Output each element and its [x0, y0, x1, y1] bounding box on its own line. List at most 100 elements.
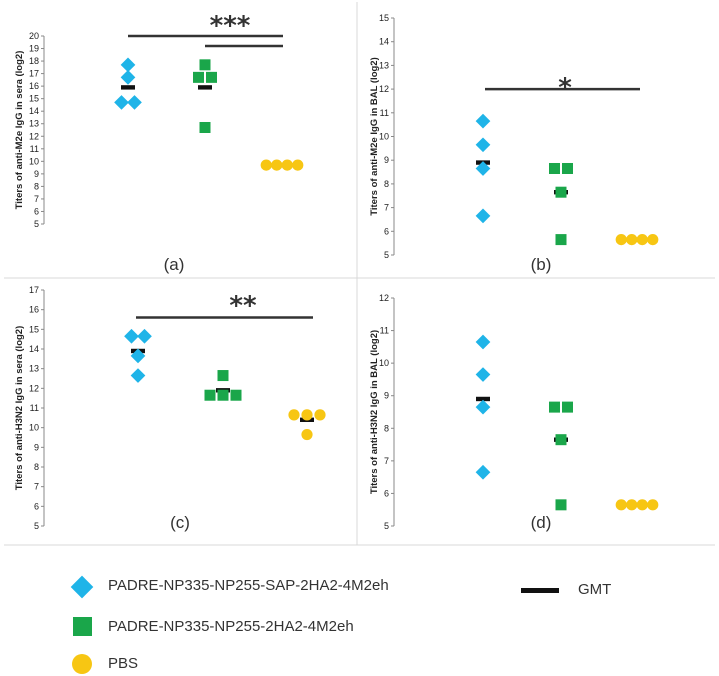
diamond-point [475, 367, 491, 382]
y-tick-label: 5 [384, 521, 389, 531]
y-tick-label: 13 [379, 60, 389, 70]
panel-label: (b) [531, 255, 552, 274]
y-tick-label: 9 [384, 155, 389, 165]
panel-b: 5 6 7 8 9 10 11 12 13 14 15 Titers of anti-M2e IgG … [369, 13, 659, 274]
y-tick-label: 6 [384, 488, 389, 498]
y-tick-label: 17 [29, 69, 39, 79]
legend-square-marker [73, 617, 92, 636]
circle-point [636, 233, 648, 246]
circle-point [288, 409, 300, 421]
y-tick-label: 10 [29, 156, 39, 166]
circle-point [626, 233, 638, 246]
panel-label: (a) [164, 255, 185, 274]
y-tick-label: 10 [379, 132, 389, 142]
y-tick-label: 9 [384, 391, 389, 401]
y-tick-label: 11 [30, 403, 39, 413]
square-point [555, 186, 567, 198]
diamond-point [114, 95, 129, 110]
legend-gmt-bar [521, 588, 559, 593]
square-point [217, 389, 229, 401]
diamond-point [475, 399, 491, 415]
square-point [199, 121, 211, 133]
panel-label: (c) [170, 513, 190, 532]
square-point [562, 162, 573, 174]
square-point [555, 234, 567, 246]
circle-point [647, 499, 659, 511]
circle-point [314, 409, 326, 421]
y-tick-label: 8 [34, 462, 39, 472]
circle-point [647, 233, 659, 246]
square-point [562, 401, 573, 413]
y-axis-title: Titers of anti-M2e IgG in BAL (log2) [369, 57, 380, 216]
square-point [199, 59, 211, 71]
y-tick-label: 14 [379, 37, 389, 47]
square-point [193, 71, 204, 83]
y-tick-label: 11 [30, 144, 39, 154]
y-tick-label: 17 [29, 285, 39, 295]
gmt-bar [121, 85, 135, 90]
square-point [549, 162, 560, 174]
legend-diamond-marker [70, 575, 94, 599]
legend-diamond-shape [70, 575, 94, 599]
square-point [217, 370, 229, 382]
diamond-point [124, 328, 139, 344]
diamond-point [120, 57, 136, 73]
y-axis-title: Titers of anti-M2e IgG in sera (log2) [14, 51, 25, 210]
y-tick-label: 19 [29, 44, 39, 54]
panels: 5 6 7 8 9 10 11 12 13 14 15 16 17 18 19 20 Titers of ant… [14, 11, 659, 532]
y-tick-label: 15 [29, 94, 39, 104]
panel-a: 5 6 7 8 9 10 11 12 13 14 15 16 17 18 19 20 Titers of ant… [14, 11, 304, 274]
circle-point [301, 409, 313, 421]
legend-square-shape [73, 617, 92, 636]
panel-label: (d) [531, 513, 552, 532]
y-tick-label: 6 [34, 206, 39, 216]
diamond-point [475, 113, 491, 129]
diamond-point [130, 348, 146, 364]
y-tick-label: 18 [29, 56, 39, 66]
y-tick-label: 13 [29, 364, 39, 374]
circle-point [626, 499, 638, 511]
square-point [549, 401, 560, 413]
panel-c: 5 6 7 8 9 10 11 12 13 14 15 16 17 Titers of anti-H3N2… [14, 285, 326, 532]
y-tick-label: 14 [29, 344, 39, 354]
significance-label: ** [229, 291, 257, 321]
y-tick-label: 8 [384, 423, 389, 433]
y-tick-label: 11 [380, 326, 389, 336]
y-tick-label: 20 [29, 31, 39, 41]
diamond-point [130, 368, 146, 383]
legend-circle-shape [72, 654, 92, 674]
y-tick-label: 15 [379, 13, 389, 23]
diamond-point [137, 328, 152, 344]
square-point [206, 71, 217, 83]
y-tick-label: 7 [384, 456, 389, 466]
diamond-point [120, 70, 136, 85]
circle-point [301, 428, 313, 441]
square-point [230, 389, 242, 401]
significance-label: *** [210, 11, 251, 41]
panel-frames [4, 2, 715, 546]
y-axis-title: Titers of anti-H3N2 IgG in BAL (log2) [369, 330, 380, 494]
square-point [204, 389, 216, 401]
y-tick-label: 16 [29, 81, 39, 91]
y-tick-label: 14 [29, 106, 39, 116]
diamond-point [475, 208, 491, 224]
significance-label: * [558, 73, 572, 103]
circle-point [636, 499, 648, 511]
gmt-bar [198, 85, 212, 90]
circle-point [292, 159, 304, 171]
y-tick-label: 6 [384, 226, 389, 236]
circle-point [281, 159, 293, 171]
diamond-point [475, 464, 491, 480]
square-point [555, 499, 567, 511]
y-tick-label: 5 [384, 250, 389, 260]
y-tick-label: 5 [34, 521, 39, 531]
circle-point [615, 499, 627, 511]
y-tick-label: 13 [29, 119, 39, 129]
y-tick-label: 16 [29, 305, 39, 315]
legend-circle-marker [72, 654, 92, 674]
diamond-point [475, 137, 491, 153]
y-tick-label: 5 [34, 219, 39, 229]
square-point [555, 434, 567, 446]
legend-label-series-2: PADRE-NP335-NP255-2HA2-4M2eh [108, 618, 354, 635]
